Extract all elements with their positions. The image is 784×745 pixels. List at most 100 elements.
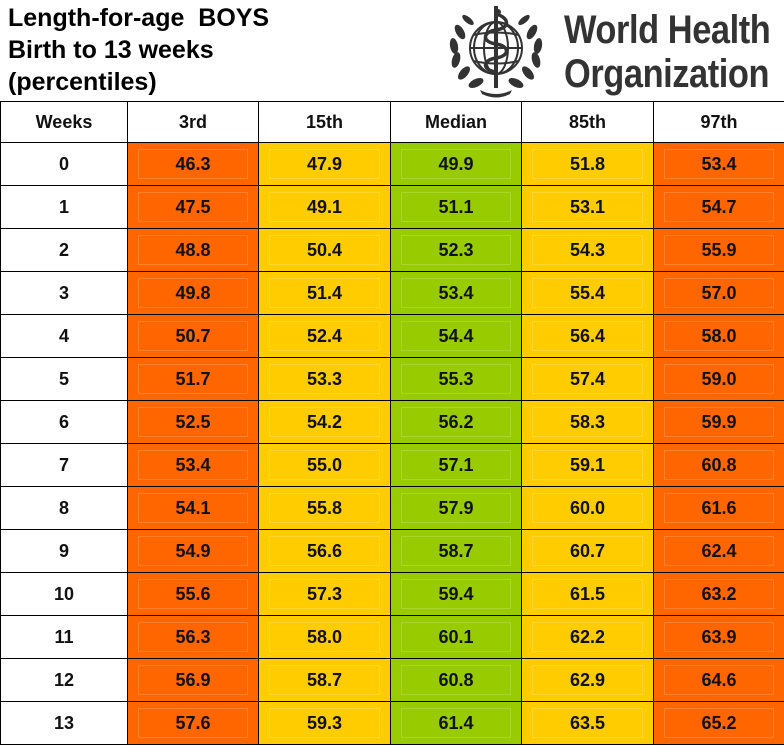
weeks-cell: 8 — [1, 487, 128, 530]
value-text: 52.4 — [269, 321, 380, 351]
value-text: 54.3 — [532, 235, 643, 265]
value-text: 60.0 — [532, 493, 643, 523]
p85-cell: 63.5 — [522, 702, 654, 745]
who-emblem-icon — [440, 2, 552, 100]
value-text: 51.7 — [138, 364, 248, 394]
page-title: Length-for-age BOYS Birth to 13 weeks (p… — [8, 2, 269, 98]
value-text: 63.5 — [532, 708, 643, 738]
p97-cell: 57.0 — [654, 272, 784, 315]
median-cell: 61.4 — [391, 702, 522, 745]
value-text: 49.9 — [401, 149, 511, 179]
value-text: 55.3 — [401, 364, 511, 394]
p15-cell: 58.0 — [259, 616, 391, 659]
p85-cell: 58.3 — [522, 401, 654, 444]
value-text: 56.4 — [532, 321, 643, 351]
value-text: 62.2 — [532, 622, 643, 652]
median-cell: 57.9 — [391, 487, 522, 530]
p85-cell: 53.1 — [522, 186, 654, 229]
value-text: 55.0 — [269, 450, 380, 480]
p3-cell: 56.9 — [128, 659, 259, 702]
organization-name: World Health Organization — [564, 8, 770, 96]
value-text: 56.9 — [138, 665, 248, 695]
header-3rd: 3rd — [128, 102, 259, 143]
org-line-1: World Health — [564, 8, 770, 52]
value-text: 60.8 — [664, 450, 774, 480]
who-logo: World Health Organization — [440, 2, 784, 100]
p3-cell: 57.6 — [128, 702, 259, 745]
value-text: 57.0 — [664, 278, 774, 308]
value-text: 63.2 — [664, 579, 774, 609]
p15-cell: 52.4 — [259, 315, 391, 358]
p85-cell: 59.1 — [522, 444, 654, 487]
value-text: 54.7 — [664, 192, 774, 222]
p3-cell: 55.6 — [128, 573, 259, 616]
median-cell: 58.7 — [391, 530, 522, 573]
p3-cell: 52.5 — [128, 401, 259, 444]
p85-cell: 57.4 — [522, 358, 654, 401]
p97-cell: 63.2 — [654, 573, 784, 616]
weeks-cell: 5 — [1, 358, 128, 401]
value-text: 57.3 — [269, 579, 380, 609]
median-cell: 55.3 — [391, 358, 522, 401]
title-line-2: Birth to 13 weeks — [8, 34, 269, 66]
value-text: 49.1 — [269, 192, 380, 222]
value-text: 59.0 — [664, 364, 774, 394]
value-text: 53.1 — [532, 192, 643, 222]
p15-cell: 58.7 — [259, 659, 391, 702]
value-text: 65.2 — [664, 708, 774, 738]
p97-cell: 54.7 — [654, 186, 784, 229]
value-text: 59.9 — [664, 407, 774, 437]
value-text: 55.6 — [138, 579, 248, 609]
value-text: 60.7 — [532, 536, 643, 566]
value-text: 58.3 — [532, 407, 643, 437]
p3-cell: 56.3 — [128, 616, 259, 659]
value-text: 59.4 — [401, 579, 511, 609]
weeks-cell: 3 — [1, 272, 128, 315]
median-cell: 60.8 — [391, 659, 522, 702]
table-row: 5 51.7 53.3 55.3 57.4 59.0 — [1, 358, 784, 401]
median-cell: 53.4 — [391, 272, 522, 315]
weeks-cell: 7 — [1, 444, 128, 487]
value-text: 58.0 — [269, 622, 380, 652]
value-text: 56.6 — [269, 536, 380, 566]
p3-cell: 49.8 — [128, 272, 259, 315]
p15-cell: 54.2 — [259, 401, 391, 444]
p3-cell: 48.8 — [128, 229, 259, 272]
p97-cell: 62.4 — [654, 530, 784, 573]
value-text: 61.5 — [532, 579, 643, 609]
value-text: 49.8 — [138, 278, 248, 308]
median-cell: 59.4 — [391, 573, 522, 616]
value-text: 61.4 — [401, 708, 511, 738]
p97-cell: 55.9 — [654, 229, 784, 272]
value-text: 53.3 — [269, 364, 380, 394]
median-cell: 51.1 — [391, 186, 522, 229]
value-text: 54.1 — [138, 493, 248, 523]
weeks-cell: 10 — [1, 573, 128, 616]
value-text: 55.4 — [532, 278, 643, 308]
value-text: 47.5 — [138, 192, 248, 222]
value-text: 46.3 — [138, 149, 248, 179]
weeks-cell: 1 — [1, 186, 128, 229]
p97-cell: 59.9 — [654, 401, 784, 444]
p15-cell: 51.4 — [259, 272, 391, 315]
p3-cell: 54.9 — [128, 530, 259, 573]
median-cell: 60.1 — [391, 616, 522, 659]
value-text: 53.4 — [664, 149, 774, 179]
p97-cell: 59.0 — [654, 358, 784, 401]
p85-cell: 62.2 — [522, 616, 654, 659]
value-text: 53.4 — [401, 278, 511, 308]
value-text: 57.1 — [401, 450, 511, 480]
p85-cell: 62.9 — [522, 659, 654, 702]
p3-cell: 54.1 — [128, 487, 259, 530]
table-row: 10 55.6 57.3 59.4 61.5 63.2 — [1, 573, 784, 616]
table-row: 3 49.8 51.4 53.4 55.4 57.0 — [1, 272, 784, 315]
value-text: 60.1 — [401, 622, 511, 652]
value-text: 60.8 — [401, 665, 511, 695]
weeks-cell: 2 — [1, 229, 128, 272]
header-median: Median — [391, 102, 522, 143]
org-line-2: Organization — [564, 52, 770, 96]
p3-cell: 51.7 — [128, 358, 259, 401]
title-line-3: (percentiles) — [8, 66, 269, 98]
